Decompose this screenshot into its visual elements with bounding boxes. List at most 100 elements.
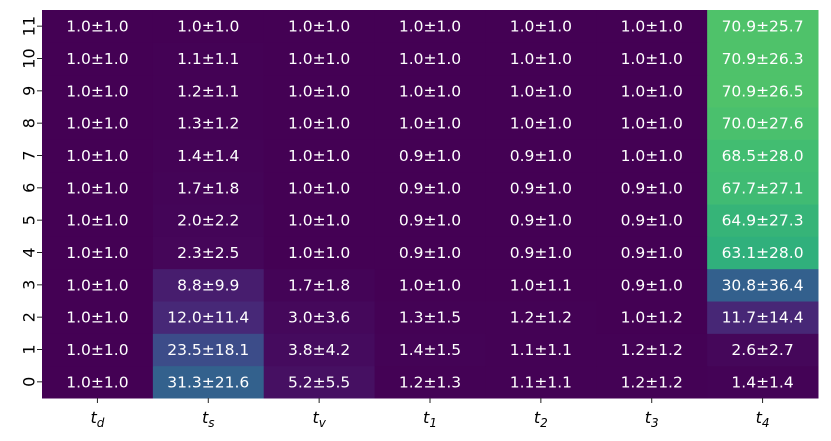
heatmap-cell bbox=[152, 171, 265, 205]
heatmap-cell bbox=[263, 204, 376, 237]
heatmap-cell bbox=[42, 301, 154, 334]
heatmap-cell bbox=[374, 42, 486, 76]
x-tick-label: t4 bbox=[756, 408, 770, 430]
cell-label: 1.2±1.3 bbox=[399, 373, 461, 391]
cell-label: 1.0±1.0 bbox=[66, 147, 128, 165]
cell-label: 1.0±1.2 bbox=[621, 309, 683, 327]
heatmap-cell bbox=[263, 268, 376, 302]
cell-label: 30.8±36.4 bbox=[722, 276, 804, 294]
x-tick-label: t2 bbox=[534, 408, 548, 430]
cell-label: 1.2±1.2 bbox=[621, 341, 683, 359]
heatmap-cell bbox=[263, 10, 376, 43]
cell-label: 70.9±26.5 bbox=[722, 82, 804, 100]
cell-label: 1.0±1.0 bbox=[288, 82, 350, 100]
heatmap-cell bbox=[707, 268, 819, 302]
cell-label: 1.0±1.0 bbox=[66, 244, 128, 262]
cell-label: 1.4±1.4 bbox=[731, 373, 793, 391]
cell-label: 2.0±2.2 bbox=[177, 212, 239, 230]
cell-label: 5.2±5.5 bbox=[288, 373, 350, 391]
heatmap-cell bbox=[596, 268, 708, 302]
heatmap-cell bbox=[263, 236, 376, 270]
heatmap-cell bbox=[374, 333, 486, 367]
y-tick-label: 11 bbox=[20, 16, 39, 36]
heatmap-cell bbox=[152, 107, 265, 140]
cell-label: 1.0±1.0 bbox=[288, 115, 350, 133]
heatmap-cell bbox=[596, 204, 708, 237]
cell-label: 1.0±1.0 bbox=[621, 18, 683, 36]
heatmap-cell bbox=[42, 204, 154, 237]
cell-label: 1.0±1.0 bbox=[66, 276, 128, 294]
heatmap-cell bbox=[596, 139, 708, 173]
x-tick-label: t1 bbox=[423, 408, 437, 430]
cell-label: 1.0±1.0 bbox=[66, 115, 128, 133]
cell-label: 12.0±11.4 bbox=[167, 309, 249, 327]
heatmap-cell bbox=[374, 171, 486, 205]
cell-label: 3.0±3.6 bbox=[288, 309, 350, 327]
heatmap-cell bbox=[485, 171, 597, 205]
heatmap-cell bbox=[152, 10, 265, 43]
heatmap-cell bbox=[707, 74, 819, 108]
cell-label: 64.9±27.3 bbox=[722, 212, 804, 230]
cell-label: 11.7±14.4 bbox=[722, 309, 804, 327]
heatmap-cell bbox=[263, 107, 376, 140]
heatmap-cell bbox=[485, 42, 597, 76]
y-tick-label: 8 bbox=[20, 118, 39, 128]
heatmap-cell bbox=[596, 301, 708, 334]
cell-label: 1.0±1.0 bbox=[621, 82, 683, 100]
cell-label: 0.9±1.0 bbox=[621, 212, 683, 230]
heatmap-cell bbox=[596, 333, 708, 367]
heatmap-cell bbox=[707, 333, 819, 367]
cell-label: 0.9±1.0 bbox=[621, 276, 683, 294]
heatmap-cell bbox=[374, 107, 486, 140]
cell-label: 1.2±1.2 bbox=[510, 309, 572, 327]
cell-label: 1.0±1.0 bbox=[66, 82, 128, 100]
y-tick-label: 4 bbox=[20, 247, 39, 257]
x-tick-label: tv bbox=[312, 408, 326, 430]
heatmap-cell bbox=[707, 10, 819, 43]
heatmap-cell bbox=[707, 365, 819, 399]
heatmap-cell bbox=[596, 236, 708, 270]
heatmap-cell bbox=[485, 74, 597, 108]
heatmap-cell bbox=[263, 171, 376, 205]
cell-label: 1.0±1.0 bbox=[510, 115, 572, 133]
cell-label: 0.9±1.0 bbox=[510, 212, 572, 230]
cell-label: 1.0±1.0 bbox=[399, 115, 461, 133]
heatmap-cell bbox=[596, 107, 708, 140]
cell-label: 1.4±1.5 bbox=[399, 341, 461, 359]
cell-label: 70.9±25.7 bbox=[722, 18, 804, 36]
heatmap-cell bbox=[263, 301, 376, 334]
heatmap-cell bbox=[152, 236, 265, 270]
y-tick-label: 2 bbox=[20, 312, 39, 322]
cell-label: 1.0±1.0 bbox=[66, 50, 128, 68]
heatmap-cell bbox=[707, 204, 819, 237]
y-tick-label: 7 bbox=[20, 150, 39, 160]
heatmap-cell bbox=[707, 42, 819, 76]
heatmap-cell bbox=[485, 204, 597, 237]
heatmap-cell bbox=[707, 139, 819, 173]
heatmap-cell bbox=[152, 333, 265, 367]
y-tick-label: 3 bbox=[20, 280, 39, 290]
heatmap-cell bbox=[707, 107, 819, 140]
heatmap-cell bbox=[596, 171, 708, 205]
cell-label: 2.6±2.7 bbox=[731, 341, 793, 359]
heatmap-cell bbox=[42, 107, 154, 140]
cell-label: 0.9±1.0 bbox=[399, 244, 461, 262]
cell-label: 23.5±18.1 bbox=[167, 341, 249, 359]
heatmap-cell bbox=[485, 10, 597, 43]
y-tick-label: 1 bbox=[20, 344, 39, 354]
cell-label: 67.7±27.1 bbox=[722, 179, 804, 197]
cell-label: 1.0±1.0 bbox=[288, 50, 350, 68]
cell-label: 1.2±1.1 bbox=[177, 82, 239, 100]
y-tick-label: 0 bbox=[20, 377, 39, 387]
heatmap-cell bbox=[485, 107, 597, 140]
cell-label: 0.9±1.0 bbox=[399, 147, 461, 165]
cell-label: 8.8±9.9 bbox=[177, 276, 239, 294]
heatmap-cell bbox=[152, 365, 265, 399]
cell-label: 1.0±1.0 bbox=[177, 18, 239, 36]
cell-label: 1.7±1.8 bbox=[177, 179, 239, 197]
x-tick-label: ts bbox=[202, 408, 215, 430]
x-tick-label: t3 bbox=[645, 408, 659, 430]
cell-label: 0.9±1.0 bbox=[510, 244, 572, 262]
y-tick-label: 10 bbox=[20, 48, 39, 68]
cell-label: 1.0±1.0 bbox=[66, 309, 128, 327]
